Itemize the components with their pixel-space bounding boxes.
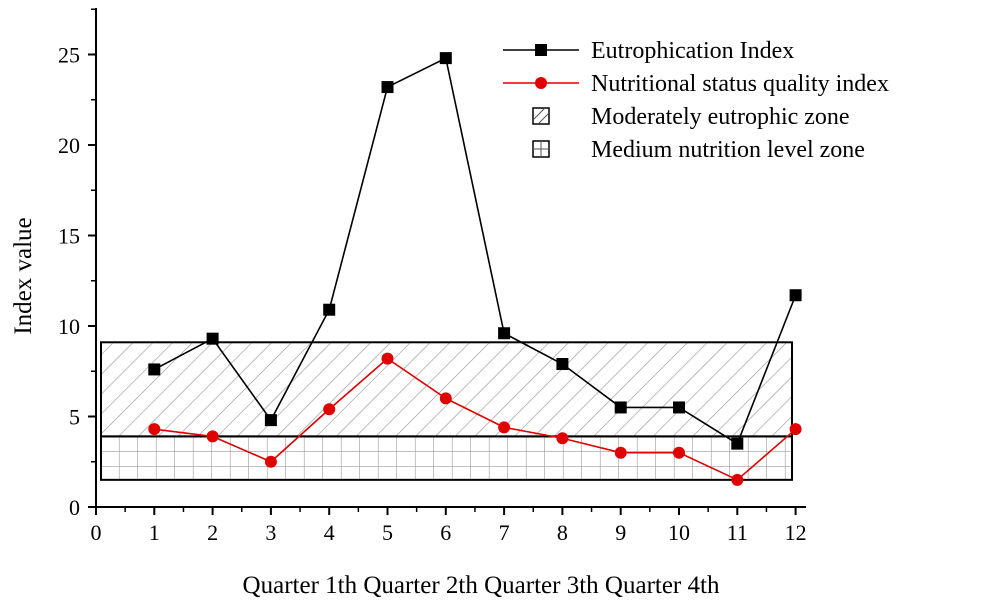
data-point-nutritional-status (381, 352, 394, 365)
data-point-nutritional-status (731, 473, 744, 486)
series-line-nutritional-status (154, 357, 797, 481)
legend-label: Nutritional status quality index (591, 71, 889, 97)
data-point-nutritional-status (614, 446, 627, 459)
data-point-nutritional-status (323, 403, 336, 416)
x-tick-label: 5 (382, 520, 393, 545)
legend-swatch-hatch (532, 107, 546, 121)
x-tick-label: 4 (324, 520, 335, 545)
data-point-nutritional-status (673, 446, 685, 459)
y-tick-label: 0 (69, 495, 80, 520)
x-tick-label: 2 (207, 520, 218, 545)
data-point-nutritional-status (439, 392, 452, 405)
x-tick-label: 9 (615, 520, 626, 545)
x-tick-label: 7 (499, 520, 510, 545)
data-point-eutrophication (498, 327, 511, 340)
data-point-eutrophication (148, 363, 161, 376)
data-point-eutrophication (556, 358, 569, 371)
x-tick-label: 3 (265, 520, 276, 545)
data-point-eutrophication (206, 332, 219, 345)
x-tick-label: 0 (91, 520, 102, 545)
y-tick-label: 25 (58, 43, 80, 68)
data-point-nutritional-status (148, 423, 161, 436)
x-tick-label: 6 (440, 520, 451, 545)
data-point-eutrophication (439, 52, 452, 65)
data-point-eutrophication (323, 303, 336, 316)
y-tick-label: 5 (69, 405, 80, 430)
data-point-nutritional-status (206, 430, 219, 443)
data-point-eutrophication (789, 289, 802, 302)
x-tick-label: 12 (785, 520, 807, 545)
zone-moderately-eutrophic (100, 341, 793, 438)
legend-swatch-hatch (537, 112, 550, 125)
x-tick-label: 10 (668, 520, 690, 545)
legend-label: Medium nutrition level zone (591, 137, 865, 163)
legend-label: Moderately eutrophic zone (591, 104, 850, 130)
data-point-eutrophication (731, 437, 744, 450)
legend-marker (535, 77, 547, 89)
legend-label: Eutrophication Index (591, 38, 794, 64)
data-point-eutrophication (264, 414, 277, 427)
x-tick-label: 11 (727, 520, 748, 545)
data-point-nutritional-status (498, 421, 511, 434)
series-line-eutrophication (153, 56, 797, 445)
y-tick-label: 10 (58, 314, 80, 339)
zone-medium-nutrition (100, 435, 793, 481)
legend-marker (535, 44, 547, 56)
data-point-nutritional-status (264, 455, 277, 468)
x-axis-title: Quarter 1th Quarter 2th Quarter 3th Quar… (243, 572, 720, 599)
data-point-nutritional-status (789, 423, 802, 436)
x-tick-label: 1 (149, 520, 160, 545)
data-point-nutritional-status (556, 432, 569, 445)
data-point-eutrophication (614, 401, 627, 414)
y-tick-label: 15 (58, 224, 80, 249)
legend-swatch (532, 107, 550, 125)
y-axis-title: Index value (10, 217, 37, 334)
data-point-eutrophication (673, 401, 685, 414)
data-point-eutrophication (381, 81, 394, 94)
x-tick-label: 8 (557, 520, 568, 545)
y-tick-label: 20 (58, 133, 80, 158)
